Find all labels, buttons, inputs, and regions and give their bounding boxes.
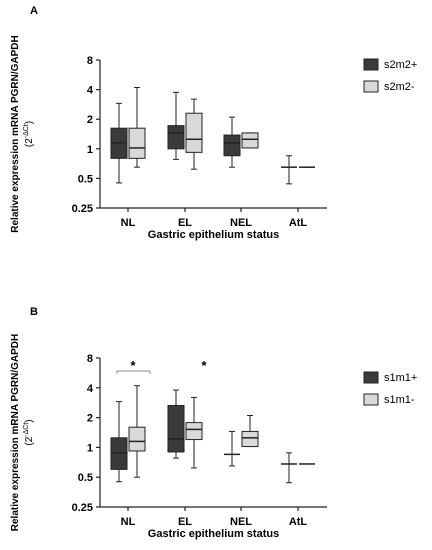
y-tick-label: 2 (87, 413, 93, 425)
y-axis-unit-end: ) (24, 419, 35, 422)
box-iqr (128, 426, 146, 452)
x-tick-label: EL (178, 217, 192, 229)
y-tick-label: 1 (87, 442, 93, 454)
panel-label: A (30, 5, 38, 17)
box-iqr (241, 132, 259, 149)
legend-label: s1m1- (384, 394, 415, 406)
x-axis-title: Gastric epithelium status (148, 229, 279, 241)
y-tick-label: 0.5 (78, 173, 93, 185)
y-tick-label: 4 (87, 85, 94, 97)
y-axis-title-unit: (2-ΔCt) (23, 419, 35, 445)
legend-label: s2m2- (384, 81, 415, 93)
box-plot (241, 415, 259, 448)
box-plot (185, 396, 203, 469)
x-tick-label: AtL (289, 217, 308, 229)
box-iqr (223, 134, 241, 157)
legend-label: s1m1+ (384, 372, 417, 384)
y-tick-label: 0.25 (72, 502, 93, 514)
box-plot (110, 102, 128, 184)
x-tick-label: EL (178, 516, 192, 528)
y-tick-label: 0.25 (72, 203, 93, 215)
panel-a: A 0.25 0.5 1 2 4 8 NL EL NEL AtL Gastric epithelium… (10, 5, 417, 241)
x-tick-label: AtL (289, 516, 308, 528)
y-tick-label: 0.5 (78, 472, 93, 484)
y-axis-title-unit: (2-ΔCt) (23, 121, 35, 147)
legend-swatch (363, 393, 379, 406)
x-tick-label: NEL (230, 217, 252, 229)
box-plot (128, 87, 146, 168)
x-axis-title: Gastric epithelium status (148, 528, 279, 540)
legend-swatch (363, 58, 379, 71)
box-plot (128, 385, 146, 478)
box-plot (167, 91, 185, 160)
box-plot (185, 98, 203, 170)
y-tick-label: 4 (87, 383, 94, 395)
box-iqr (185, 112, 203, 153)
box-plot (223, 116, 241, 168)
y-tick-label: 8 (87, 55, 93, 67)
significance-star: * (201, 358, 207, 373)
y-axis-title: Relative expression mRNA PGRN/GAPDH (10, 35, 21, 232)
box-plot (241, 132, 259, 149)
panel-b: B 0.25 0.5 1 2 4 8 NL EL NEL AtL Gastric epithelium… (10, 306, 417, 540)
panel-label: B (30, 306, 38, 318)
y-axis-title: Relative expression mRNA PGRN/GAPDH (10, 334, 21, 531)
box-iqr (128, 127, 146, 159)
box-plot (110, 401, 128, 483)
box-iqr (167, 125, 185, 150)
y-axis-unit-superscript: -ΔCt (23, 124, 30, 138)
box-iqr (185, 422, 203, 441)
y-axis-unit-base: (2 (24, 138, 35, 147)
box-plot (167, 389, 185, 459)
x-tick-label: NL (121, 516, 136, 528)
box-iqr (167, 405, 185, 453)
y-axis-unit-base: (2 (24, 436, 35, 445)
box-plot (281, 155, 297, 185)
x-tick-label: NL (121, 217, 136, 229)
y-axis-unit-superscript: -ΔCt (23, 423, 30, 437)
y-axis-unit-end: ) (24, 121, 35, 124)
legend-swatch (363, 371, 379, 384)
y-tick-label: 2 (87, 114, 93, 126)
box-plot (224, 430, 240, 467)
box-plot (281, 452, 297, 484)
legend-swatch (363, 80, 379, 93)
legend-label: s2m2+ (384, 59, 417, 71)
box-iqr (241, 430, 259, 448)
x-tick-label: NEL (230, 516, 252, 528)
y-tick-label: 1 (87, 144, 93, 156)
significance-star: * (130, 358, 136, 373)
y-tick-label: 8 (87, 353, 93, 365)
